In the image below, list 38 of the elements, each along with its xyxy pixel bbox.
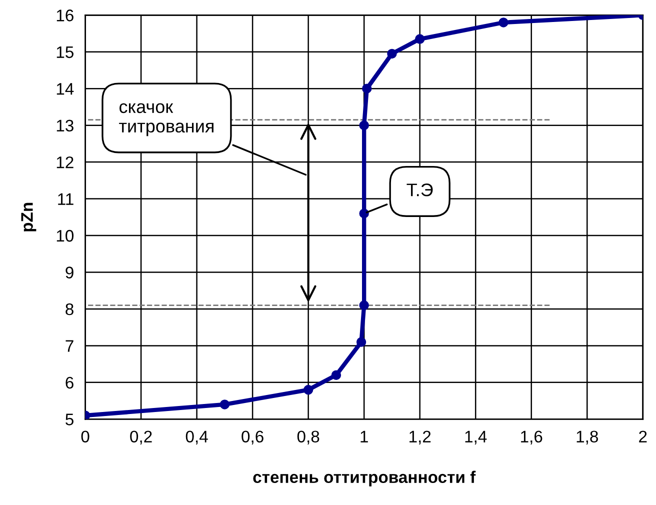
x-tick-label: 0 <box>81 430 90 443</box>
y-tick-label: 7 <box>66 340 74 352</box>
y-tick-label: 15 <box>56 46 74 58</box>
x-tick-label: 0,8 <box>297 430 320 444</box>
y-tick-label: 9 <box>66 266 74 278</box>
x-tick-label: 0,4 <box>186 430 208 444</box>
x-tick-label: 2 <box>639 430 647 442</box>
y-tick-label: 14 <box>56 83 74 95</box>
y-tick-label: 13 <box>56 120 74 132</box>
y-tick-label: 16 <box>56 10 74 22</box>
point <box>331 370 342 380</box>
point <box>303 384 314 395</box>
x-tick-label: 0,6 <box>242 430 264 444</box>
point <box>359 120 369 130</box>
x-tick-label: 1,4 <box>465 430 487 444</box>
point <box>220 400 230 410</box>
point <box>359 300 369 310</box>
x-tick-label: 1,8 <box>576 430 598 444</box>
point <box>498 18 508 28</box>
y-axis-title: pZn <box>21 202 36 232</box>
y-tick-label: 6 <box>66 376 74 389</box>
x-tick-label: 1 <box>360 430 368 442</box>
point <box>362 84 372 94</box>
y-tick-label: 8 <box>66 303 74 316</box>
annotation: Т.Э <box>406 184 433 196</box>
x-axis-title: степень оттитрованности f <box>253 470 476 486</box>
y-tick-label: 11 <box>58 193 74 205</box>
y-tick-label: 12 <box>56 156 74 168</box>
y-tick-label: 10 <box>56 230 74 242</box>
point <box>359 208 369 218</box>
x-tick-label: 0,2 <box>130 430 152 444</box>
annotation: скачок титрования <box>119 103 214 136</box>
y-tick-label: 5 <box>66 414 74 426</box>
point <box>387 48 397 59</box>
x-tick-label: 1,6 <box>521 430 542 444</box>
point <box>414 34 425 44</box>
x-tick-label: 1,2 <box>410 430 431 444</box>
point <box>356 337 366 347</box>
